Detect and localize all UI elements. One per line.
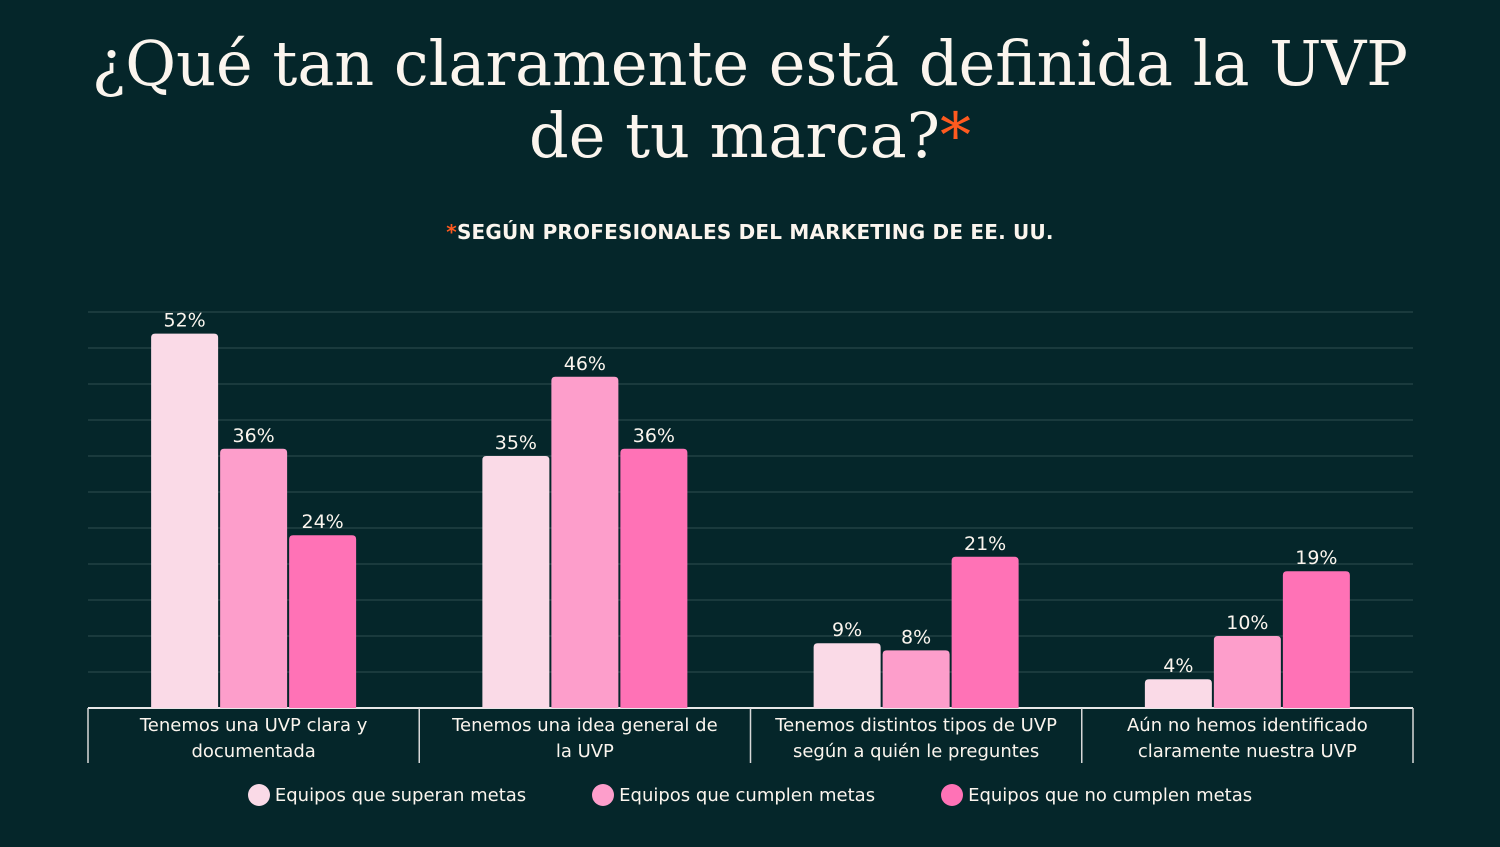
category-label-box: Aún no hemos identificado claramente nue…: [1126, 715, 1368, 762]
data-label: 9%: [832, 619, 862, 641]
bar: [220, 448, 288, 708]
legend-label: Equipos que superan metas: [274, 784, 527, 806]
legend-label: Equipos que no cumplen metas: [968, 784, 1253, 806]
subtitle-text: SEGÚN PROFESIONALES DEL MARKETING DE EE.…: [456, 220, 1054, 244]
legend-item: Equipos que cumplen metas: [592, 784, 875, 806]
title-line-2-wrap: de tu marca?*: [0, 100, 1500, 172]
title-line-1: ¿Qué tan claramente está definida la UVP: [92, 27, 1408, 100]
bar: [1282, 571, 1350, 708]
bar: [1213, 636, 1281, 708]
bar: [882, 650, 950, 708]
category-label: Aún no hemos identificado claramente nue…: [1126, 715, 1368, 762]
data-label: 35%: [495, 432, 537, 454]
legend-swatch: [247, 784, 270, 806]
bar: [1144, 679, 1212, 708]
subtitle-asterisk: *: [446, 220, 457, 244]
data-label: 36%: [633, 425, 675, 447]
data-label: 8%: [901, 626, 931, 648]
data-label: 10%: [1226, 612, 1268, 634]
data-label: 36%: [233, 425, 275, 447]
legend-item: Equipos que no cumplen metas: [941, 784, 1252, 806]
legend: Equipos que superan metas Equipos que cum…: [0, 784, 1500, 806]
legend-swatch: [592, 784, 615, 806]
category-label: Tenemos una idea general de la UVP: [452, 715, 718, 762]
legend-item: Equipos que superan metas: [247, 784, 527, 806]
data-label: 46%: [564, 353, 606, 375]
category-label: Tenemos distintos tipos de UVP según a q…: [775, 715, 1057, 762]
title-asterisk: *: [939, 99, 971, 172]
legend-label: Equipos que cumplen metas: [619, 784, 876, 806]
category-label-box: Tenemos distintos tipos de UVP según a q…: [775, 715, 1057, 762]
data-label: 24%: [302, 511, 344, 533]
chart-title: ¿Qué tan claramente está definida la UVP…: [0, 28, 1500, 172]
legend-swatch: [941, 784, 964, 806]
category-label-box: Tenemos una idea general de la UVP: [452, 715, 718, 762]
bar: [620, 448, 688, 708]
category-label: Tenemos una UVP clara y documentada: [139, 715, 368, 762]
bar: [482, 456, 550, 708]
category-label-box: Tenemos una UVP clara y documentada: [139, 715, 368, 762]
bar: [951, 556, 1019, 708]
data-label: 19%: [1295, 547, 1337, 569]
bar: [289, 535, 357, 708]
data-label: 21%: [964, 533, 1006, 555]
bar: [151, 333, 219, 708]
data-label: 4%: [1163, 655, 1193, 677]
data-label: 52%: [164, 310, 206, 332]
chart-subtitle: *SEGÚN PROFESIONALES DEL MARKETING DE EE…: [0, 220, 1500, 244]
title-line-2: de tu marca?: [529, 99, 940, 172]
bar: [813, 643, 881, 708]
bar: [551, 376, 619, 708]
